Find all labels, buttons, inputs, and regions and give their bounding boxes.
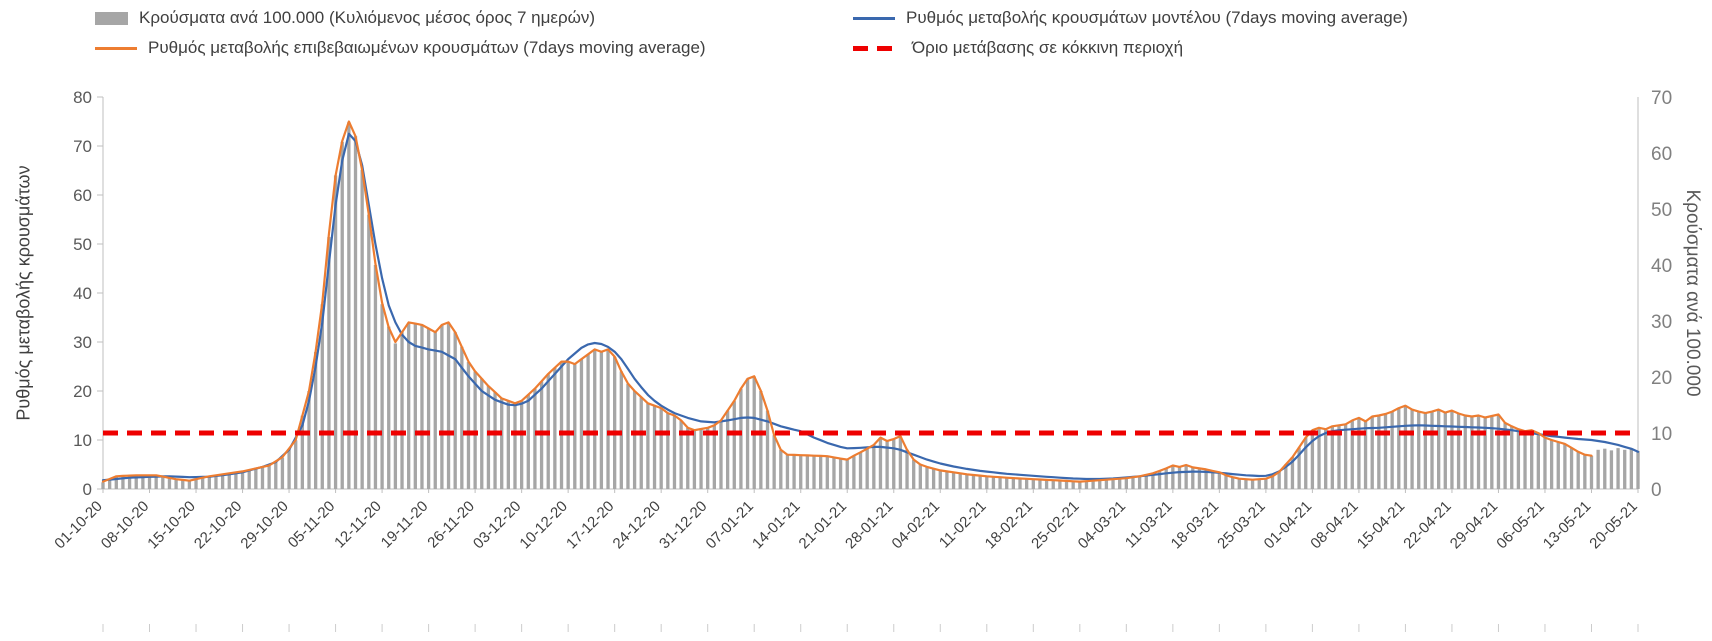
svg-text:19-11-20: 19-11-20 <box>378 498 432 552</box>
blue-line-swatch-icon <box>853 16 895 20</box>
left-axis-title: Ρυθμός μεταβολής κρουσμάτων <box>13 165 34 421</box>
svg-text:10-12-20: 10-12-20 <box>516 498 570 552</box>
svg-text:18-03-21: 18-03-21 <box>1168 498 1222 552</box>
svg-text:17-12-20: 17-12-20 <box>563 498 617 552</box>
svg-text:40: 40 <box>1651 256 1672 277</box>
svg-text:24-12-20: 24-12-20 <box>610 498 664 552</box>
svg-text:03-12-20: 03-12-20 <box>470 498 524 552</box>
svg-text:13-05-21: 13-05-21 <box>1540 498 1594 552</box>
svg-text:08-04-21: 08-04-21 <box>1307 498 1361 552</box>
svg-text:29-10-20: 29-10-20 <box>237 498 291 552</box>
svg-text:30: 30 <box>73 333 92 352</box>
svg-text:01-10-20: 01-10-20 <box>51 498 105 552</box>
legend-label-model-rate: Ρυθμός μεταβολής κρουσμάτων μοντέλου (7d… <box>906 8 1408 27</box>
svg-text:06-05-21: 06-05-21 <box>1493 498 1547 552</box>
svg-text:22-04-21: 22-04-21 <box>1400 498 1454 552</box>
svg-text:30: 30 <box>1651 312 1672 333</box>
svg-text:18-02-21: 18-02-21 <box>982 498 1036 552</box>
svg-text:14-01-21: 14-01-21 <box>749 498 803 552</box>
svg-text:29-04-21: 29-04-21 <box>1447 498 1501 552</box>
svg-text:40: 40 <box>73 284 92 303</box>
bar-series-swatch-icon <box>95 11 128 25</box>
legend-label-red-zone-threshold: Όριο μετάβασης σε κόκκινη περιοχή <box>912 38 1184 57</box>
legend-item-red-zone-threshold: Όριο μετάβασης σε κόκκινη περιοχή <box>853 38 1408 58</box>
svg-text:60: 60 <box>73 186 92 205</box>
svg-text:25-03-21: 25-03-21 <box>1214 498 1268 552</box>
svg-text:21-01-21: 21-01-21 <box>796 498 850 552</box>
legend-item-cases-per-100k: Κρούσματα ανά 100.000 (Κυλιόμενος μέσος … <box>95 8 853 28</box>
svg-text:04-03-21: 04-03-21 <box>1075 498 1129 552</box>
svg-text:70: 70 <box>1651 88 1672 109</box>
svg-text:08-10-20: 08-10-20 <box>98 498 152 552</box>
svg-text:28-01-21: 28-01-21 <box>842 498 896 552</box>
svg-text:0: 0 <box>1651 480 1662 501</box>
legend-label-cases-per-100k: Κρούσματα ανά 100.000 (Κυλιόμενος μέσος … <box>139 8 596 27</box>
svg-text:80: 80 <box>73 88 92 107</box>
svg-text:60: 60 <box>1651 144 1672 165</box>
svg-text:11-03-21: 11-03-21 <box>1122 498 1176 552</box>
svg-text:22-10-20: 22-10-20 <box>191 498 245 552</box>
legend-label-confirmed-rate: Ρυθμός μεταβολής επιβεβαιωμένων κρουσμάτ… <box>148 38 706 57</box>
svg-text:01-04-21: 01-04-21 <box>1261 498 1315 552</box>
chart-legend: Κρούσματα ανά 100.000 (Κυλιόμενος μέσος … <box>95 8 1408 58</box>
svg-text:50: 50 <box>1651 200 1672 221</box>
svg-text:0: 0 <box>83 480 92 499</box>
svg-text:26-11-20: 26-11-20 <box>424 498 478 552</box>
legend-item-confirmed-rate: Ρυθμός μεταβολής επιβεβαιωμένων κρουσμάτ… <box>95 38 853 58</box>
legend-item-model-rate: Ρυθμός μεταβολής κρουσμάτων μοντέλου (7d… <box>853 8 1408 28</box>
svg-text:20: 20 <box>73 382 92 401</box>
svg-text:25-02-21: 25-02-21 <box>1028 498 1082 552</box>
svg-text:15-04-21: 15-04-21 <box>1354 498 1408 552</box>
orange-line-swatch-icon <box>95 46 137 50</box>
right-axis-title: Κρούσματα ανά 100.000 <box>1682 189 1703 397</box>
svg-text:10: 10 <box>1651 424 1672 445</box>
svg-text:11-02-21: 11-02-21 <box>936 498 990 552</box>
svg-text:05-11-20: 05-11-20 <box>285 498 339 552</box>
svg-text:12-11-20: 12-11-20 <box>331 498 385 552</box>
svg-text:07-01-21: 07-01-21 <box>703 498 757 552</box>
red-dashed-threshold-swatch-icon <box>853 45 901 51</box>
svg-text:20: 20 <box>1651 368 1672 389</box>
svg-text:20-05-21: 20-05-21 <box>1586 498 1640 552</box>
svg-text:70: 70 <box>73 137 92 156</box>
svg-text:15-10-20: 15-10-20 <box>144 498 198 552</box>
svg-text:04-02-21: 04-02-21 <box>889 498 943 552</box>
svg-text:10: 10 <box>73 431 92 450</box>
svg-text:31-12-20: 31-12-20 <box>656 498 710 552</box>
svg-text:50: 50 <box>73 235 92 254</box>
